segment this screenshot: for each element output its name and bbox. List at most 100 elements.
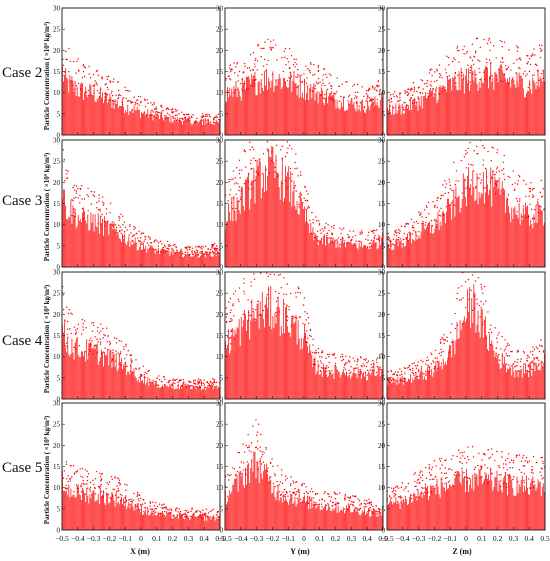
bar xyxy=(375,241,377,267)
bar xyxy=(456,322,458,399)
bar xyxy=(171,249,173,267)
scatter-point xyxy=(235,66,237,68)
scatter-point xyxy=(206,515,208,518)
scatter-point xyxy=(237,80,239,82)
bar xyxy=(243,310,245,399)
y-tick-label: 10 xyxy=(53,353,61,361)
scatter-point xyxy=(256,431,259,433)
scatter-point xyxy=(203,115,205,118)
scatter-point xyxy=(449,204,452,206)
scatter-point xyxy=(362,363,364,365)
bar xyxy=(76,485,78,530)
bar xyxy=(420,369,422,399)
scatter-point xyxy=(333,354,335,356)
bar xyxy=(339,510,341,530)
bar xyxy=(85,86,87,135)
scatter-point xyxy=(126,100,129,102)
scatter-point xyxy=(134,504,137,506)
scatter-point xyxy=(89,490,92,492)
scatter-point xyxy=(138,500,140,502)
scatter-point xyxy=(378,508,380,510)
bar xyxy=(357,366,359,399)
bar xyxy=(77,484,79,530)
scatter-point xyxy=(271,151,273,153)
bar xyxy=(260,313,262,399)
scatter-point xyxy=(489,78,491,80)
scatter-point xyxy=(234,207,237,210)
scatter-point xyxy=(192,253,194,256)
scatter-point xyxy=(261,454,264,456)
scatter-point xyxy=(252,310,254,313)
scatter-point xyxy=(423,83,426,85)
scatter-point xyxy=(196,117,198,120)
scatter-point xyxy=(238,200,240,202)
scatter-point xyxy=(433,361,435,363)
bar xyxy=(396,384,398,399)
scatter-point xyxy=(237,452,239,454)
scatter-point xyxy=(260,314,262,316)
scatter-point xyxy=(399,380,401,382)
scatter-point xyxy=(420,359,422,362)
scatter-point xyxy=(167,117,169,119)
scatter-point xyxy=(289,144,291,147)
scatter-point xyxy=(64,320,66,322)
bar xyxy=(106,492,108,530)
bar xyxy=(217,252,219,267)
bar xyxy=(98,503,100,530)
scatter-point xyxy=(112,103,115,105)
bar xyxy=(361,99,363,135)
scatter-point xyxy=(120,232,122,235)
scatter-point xyxy=(160,104,163,106)
y-tick-label: 15 xyxy=(53,332,61,340)
scatter-point xyxy=(330,74,332,77)
bar xyxy=(115,492,117,530)
scatter-point xyxy=(474,187,477,189)
scatter-point xyxy=(200,382,203,385)
bar xyxy=(310,222,312,267)
scatter-point xyxy=(438,72,441,75)
scatter-point xyxy=(419,214,421,216)
bar xyxy=(174,117,176,135)
scatter-point xyxy=(131,235,134,238)
bar xyxy=(378,236,380,267)
scatter-point xyxy=(286,80,288,82)
bar xyxy=(109,502,111,530)
scatter-point xyxy=(181,384,183,387)
scatter-point xyxy=(243,290,245,293)
scatter-point xyxy=(299,316,301,318)
scatter-point xyxy=(90,203,93,205)
scatter-point xyxy=(152,382,154,384)
bar xyxy=(366,380,368,399)
scatter-point xyxy=(314,235,316,237)
scatter-point xyxy=(534,209,536,211)
bar xyxy=(489,333,491,399)
scatter-point xyxy=(496,341,498,343)
scatter-point xyxy=(314,503,317,506)
bar xyxy=(105,505,107,530)
scatter-point xyxy=(257,173,259,175)
scatter-point xyxy=(147,377,149,379)
scatter-point xyxy=(299,80,301,83)
bar xyxy=(366,247,368,267)
scatter-point xyxy=(309,71,311,74)
bar xyxy=(369,373,371,399)
scatter-point xyxy=(109,496,111,499)
bar xyxy=(298,97,300,135)
scatter-point xyxy=(238,159,241,162)
scatter-point xyxy=(134,505,137,508)
scatter-point xyxy=(464,280,467,283)
bar xyxy=(125,495,127,530)
scatter-point xyxy=(133,225,135,228)
bar xyxy=(460,67,462,135)
bar xyxy=(340,509,342,530)
bar xyxy=(174,251,176,267)
scatter-point xyxy=(112,351,114,354)
scatter-point xyxy=(533,48,535,50)
scatter-point xyxy=(537,359,540,361)
y-tick-label: 15 xyxy=(216,463,224,471)
scatter-point xyxy=(156,384,158,386)
scatter-point xyxy=(165,506,167,508)
scatter-point xyxy=(481,323,484,326)
bar xyxy=(202,389,203,399)
scatter-point xyxy=(400,370,403,373)
